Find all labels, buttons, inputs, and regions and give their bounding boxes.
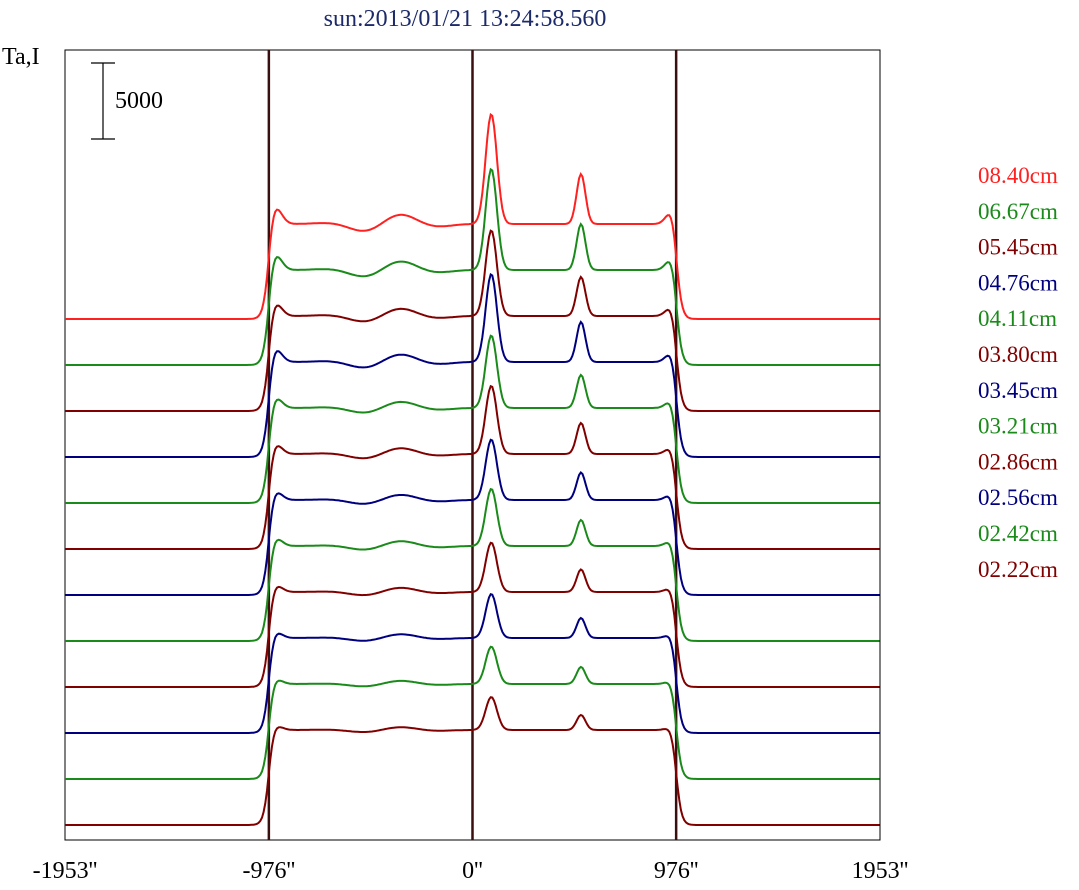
series-line xyxy=(65,384,880,550)
legend-entry: 03.80cm xyxy=(978,342,1058,367)
legend-entry: 06.67cm xyxy=(978,199,1058,224)
series-line xyxy=(65,487,880,642)
series-line xyxy=(65,272,880,458)
legend-entry: 04.11cm xyxy=(978,306,1057,331)
legend-entry: 02.42cm xyxy=(978,521,1058,546)
y-axis-label: Ta,I xyxy=(2,44,40,70)
series-line xyxy=(65,334,880,504)
legend-entry: 04.76cm xyxy=(978,270,1058,295)
x-tick-label: 1953'' xyxy=(852,858,909,884)
x-tick-labels: -1953'' -976'' 0'' 976'' 1953'' xyxy=(33,858,909,884)
series-line xyxy=(65,112,880,320)
legend: 08.40cm 06.67cm 05.45cm 04.76cm 04.11cm 03.80… xyxy=(978,163,1058,582)
scale-bar-label: 5000 xyxy=(115,88,163,114)
legend-entry: 03.45cm xyxy=(978,378,1058,403)
x-tick-label: 976'' xyxy=(654,858,699,884)
vertical-markers xyxy=(267,50,678,840)
scale-bar: 5000 xyxy=(91,62,163,140)
series-line xyxy=(65,438,880,596)
series-line xyxy=(65,592,880,734)
x-tick-label: -1953'' xyxy=(33,858,98,884)
series-line xyxy=(65,696,880,826)
series-line xyxy=(65,645,880,780)
chart-title: sun:2013/01/21 13:24:58.560 xyxy=(324,6,607,32)
legend-entry: 03.21cm xyxy=(978,414,1058,439)
legend-entry: 08.40cm xyxy=(978,163,1058,188)
legend-entry: 02.22cm xyxy=(978,557,1058,582)
x-tick-label: 0'' xyxy=(462,858,483,884)
legend-entry: 02.86cm xyxy=(978,449,1058,474)
series-lines xyxy=(65,112,880,826)
series-line xyxy=(65,541,880,688)
legend-entry: 05.45cm xyxy=(978,235,1058,260)
x-tick-label: -976'' xyxy=(243,858,296,884)
series-line xyxy=(65,167,880,366)
series-line xyxy=(65,229,880,412)
legend-entry: 02.56cm xyxy=(978,485,1058,510)
